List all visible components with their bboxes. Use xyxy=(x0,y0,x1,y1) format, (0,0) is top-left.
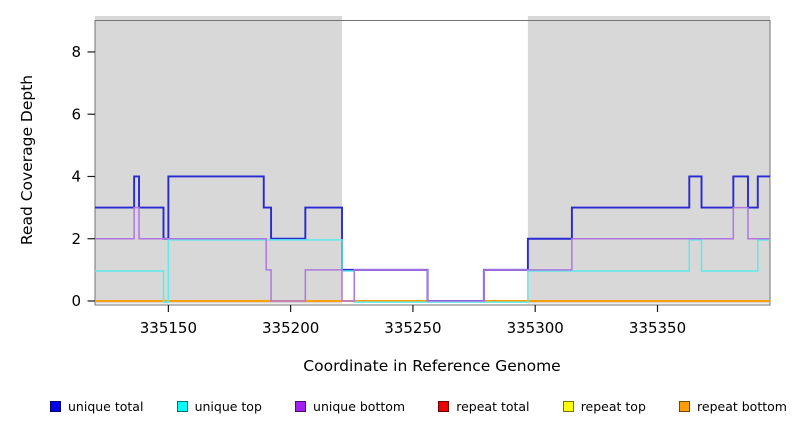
y-tick-label: 2 xyxy=(71,230,81,248)
legend-label: unique top xyxy=(194,398,262,414)
legend-label: unique total xyxy=(68,398,144,414)
x-tick-label: 335150 xyxy=(140,319,197,337)
repeat-region xyxy=(527,16,770,304)
unique-top-swatch-icon xyxy=(176,400,188,412)
repeat-bottom-swatch-icon xyxy=(679,400,691,412)
series-line-unique-top xyxy=(95,239,770,303)
legend-item-repeat-top: repeat top xyxy=(562,398,646,414)
legend-item-unique-top: unique top xyxy=(176,398,262,414)
y-tick-label: 4 xyxy=(71,168,81,186)
legend-item-repeat-total: repeat total xyxy=(438,398,530,414)
series-line-unique-bottom xyxy=(95,206,770,302)
x-tick-label: 335350 xyxy=(629,319,686,337)
y-tick-label: 8 xyxy=(71,43,81,61)
y-tick-label: 6 xyxy=(71,105,81,123)
legend-item-repeat-bottom: repeat bottom xyxy=(679,399,787,414)
legend-item-unique-bottom: unique bottom xyxy=(295,399,405,414)
y-axis-title: Read Coverage Depth xyxy=(18,74,36,246)
legend-label: unique bottom xyxy=(313,398,406,414)
legend-label: repeat bottom xyxy=(697,398,787,414)
unique-bottom-swatch-icon xyxy=(295,400,307,412)
x-tick-label: 335300 xyxy=(507,319,564,337)
legend-item-unique-total: unique total xyxy=(50,399,143,414)
x-tick-label: 335250 xyxy=(384,319,441,337)
x-tick-label: 335200 xyxy=(262,319,319,337)
x-axis-title: Coordinate in Reference Genome xyxy=(303,357,561,375)
y-tick-label: 0 xyxy=(71,292,81,310)
legend-label: repeat top xyxy=(580,398,646,414)
unique-total-swatch-icon xyxy=(50,400,61,412)
repeat-region xyxy=(95,16,343,304)
plot-box xyxy=(94,20,771,306)
repeat-top-swatch-icon xyxy=(562,400,574,412)
legend-label: repeat total xyxy=(456,398,530,414)
repeat-total-swatch-icon xyxy=(438,400,450,412)
legend: unique total unique top unique bottom re… xyxy=(50,396,787,416)
